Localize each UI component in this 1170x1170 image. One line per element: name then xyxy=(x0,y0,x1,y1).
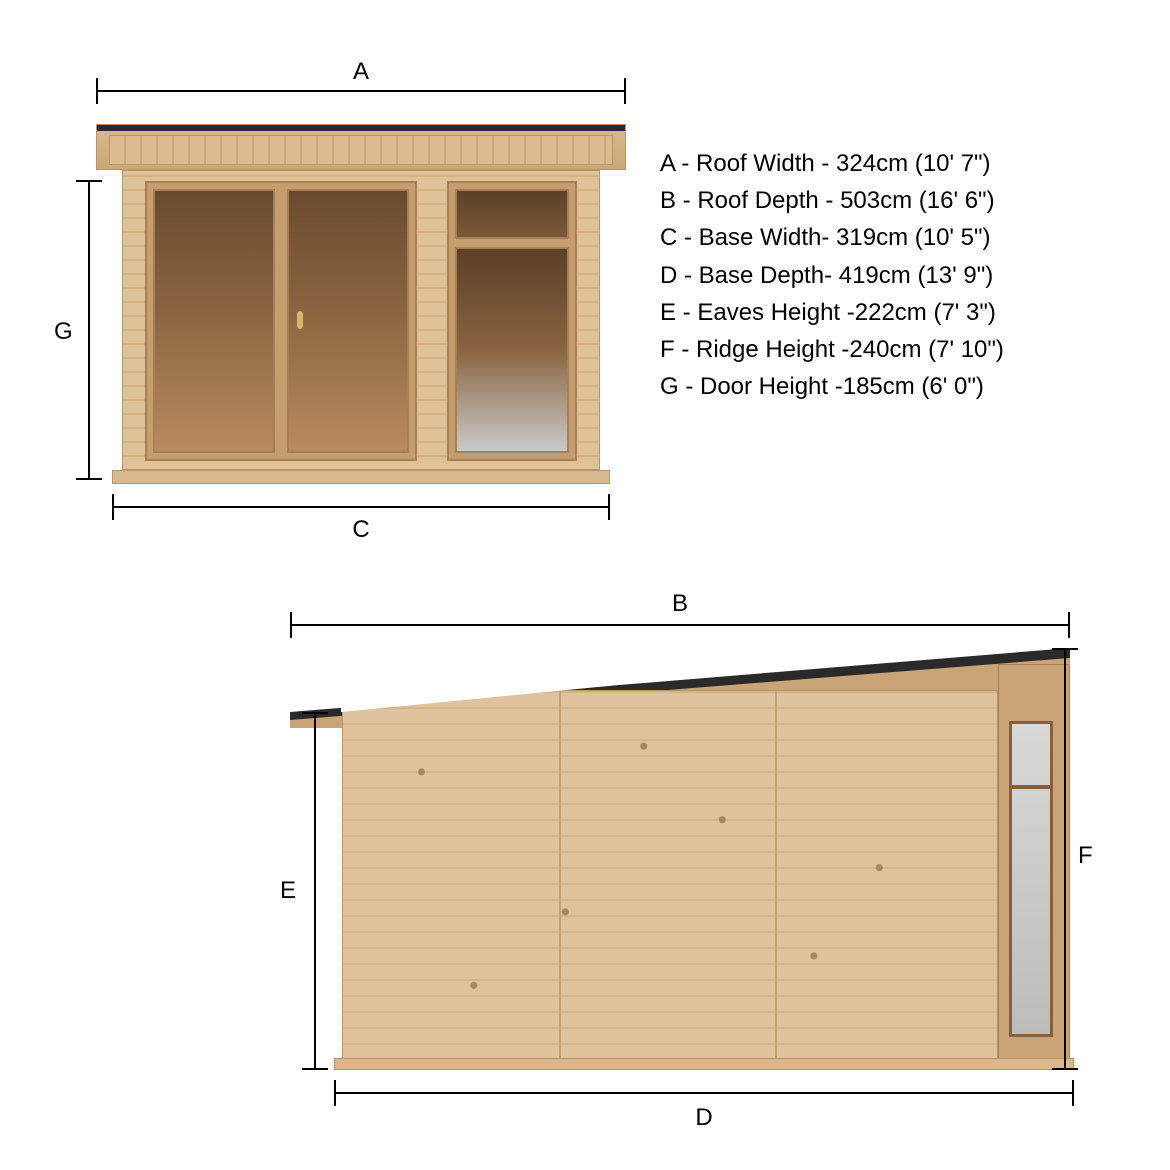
dim-line-C: C - Base Width- 319cm (10' 5") xyxy=(660,219,1004,256)
dimension-D: D xyxy=(334,1082,1074,1128)
side-door-glass xyxy=(1009,721,1053,1037)
dim-label: C xyxy=(112,516,610,544)
front-base-plinth xyxy=(112,470,610,484)
board-joint xyxy=(559,691,561,1059)
dim-line-E: E - Eaves Height -222cm (7' 3") xyxy=(660,294,1004,331)
dim-bar xyxy=(314,712,316,1070)
dimension-E: E xyxy=(280,712,324,1070)
dim-label: A xyxy=(96,58,626,86)
dimensions-list: A - Roof Width - 324cm (10' 7") B - Roof… xyxy=(660,145,1004,405)
dimension-A: A xyxy=(96,60,626,100)
wood-knots-icon xyxy=(343,691,997,1059)
dimension-C: C xyxy=(112,496,610,540)
dim-bar xyxy=(96,90,626,92)
door-handle-icon xyxy=(297,311,303,329)
dimension-F: F xyxy=(1056,648,1100,1070)
dim-label: F xyxy=(1078,842,1093,870)
dim-line-D: D - Base Depth- 419cm (13' 9") xyxy=(660,257,1004,294)
side-wall xyxy=(342,690,998,1060)
window-transom xyxy=(455,189,569,239)
board-joint xyxy=(775,691,777,1059)
double-doors xyxy=(145,181,417,461)
dim-bar xyxy=(88,180,90,480)
dim-line-F: F - Ridge Height -240cm (7' 10") xyxy=(660,331,1004,368)
dimension-G: G xyxy=(60,180,100,480)
roof-soffit xyxy=(109,135,613,165)
door-leaf-left xyxy=(153,189,275,453)
front-elevation: A G C xyxy=(60,60,620,540)
front-wall xyxy=(122,170,600,470)
dim-tick xyxy=(1072,1080,1074,1106)
window-unit xyxy=(447,181,577,461)
dim-bar xyxy=(112,506,610,508)
dim-line-G: G - Door Height -185cm (6' 0") xyxy=(660,368,1004,405)
side-elevation: B E F D xyxy=(230,590,1080,1150)
dim-label: B xyxy=(290,590,1070,618)
dim-label: D xyxy=(334,1104,1074,1132)
dim-line-A: A - Roof Width - 324cm (10' 7") xyxy=(660,145,1004,182)
dimension-B: B xyxy=(290,590,1070,634)
dim-tick xyxy=(76,478,102,480)
front-roof xyxy=(96,124,626,170)
dim-line-B: B - Roof Depth - 503cm (16' 6") xyxy=(660,182,1004,219)
dim-tick xyxy=(302,1068,328,1070)
side-door-mullion xyxy=(1009,785,1053,789)
dim-label: E xyxy=(280,877,296,905)
dim-bar xyxy=(1064,648,1066,1070)
dim-label: G xyxy=(54,318,73,346)
side-base-plinth xyxy=(334,1058,1074,1070)
dim-bar xyxy=(334,1092,1074,1094)
dim-tick xyxy=(1052,1068,1078,1070)
dim-bar xyxy=(290,624,1070,626)
window-main xyxy=(455,247,569,453)
door-leaf-right xyxy=(287,189,409,453)
